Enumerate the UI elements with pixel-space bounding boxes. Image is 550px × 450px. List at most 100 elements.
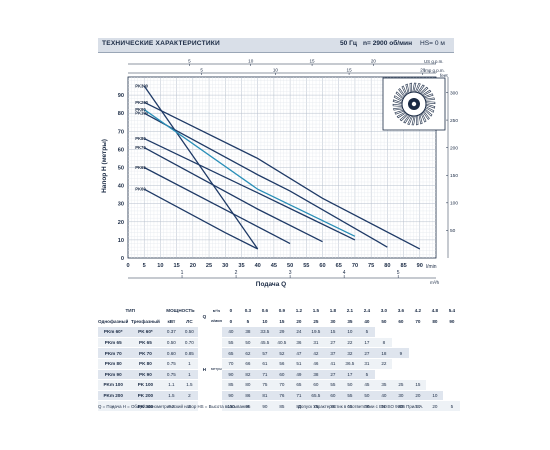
head-value: 15 — [324, 326, 342, 338]
y-tick-label: 70 — [118, 129, 124, 135]
model-three-phase: PK 80 — [128, 358, 163, 370]
series-line-pk65 — [143, 166, 291, 245]
head-value: 70 — [222, 358, 240, 370]
q-lmin-6: 30 — [324, 316, 342, 328]
y-tick-label: 90 — [118, 93, 124, 99]
head-value — [443, 347, 461, 359]
head-value — [443, 390, 461, 402]
model-single-phase: PKm 100 — [98, 379, 129, 391]
series-label-pk70: PK70 — [135, 145, 146, 150]
series-label-pk80: PK80 — [135, 136, 146, 141]
table-header-hp: ЛС — [180, 316, 199, 328]
head-value: 20 — [409, 390, 427, 402]
head-value: 50 — [358, 390, 376, 402]
head-value — [375, 326, 393, 338]
model-single-phase: PKm 90 — [98, 369, 129, 381]
model-single-phase: PKm 60* — [98, 326, 129, 338]
power-kw: 2.2 — [162, 400, 181, 412]
head-value: 50 — [239, 337, 257, 349]
head-value: 33.5 — [256, 326, 274, 338]
head-value — [426, 347, 444, 359]
power-hp: 0.50 — [180, 326, 199, 338]
head-value: 36.5 — [341, 358, 359, 370]
m3h-tick-label: 5 — [397, 270, 400, 276]
m3h-tick-label: 3 — [289, 270, 292, 276]
table-header-kw: кВт — [162, 316, 181, 328]
head-value: 81 — [256, 390, 274, 402]
head-value: 17 — [358, 337, 376, 349]
chart-usgpm-unit: US g.p.m. — [424, 59, 444, 64]
y-tick-label: 60 — [118, 147, 124, 153]
head-value: 10 — [426, 390, 444, 402]
usgpm-tick-label: 5 — [188, 59, 191, 64]
head-value — [392, 358, 410, 370]
series-label-pk300: PK300 — [135, 84, 148, 89]
x-tick-label: 0 — [126, 263, 129, 269]
head-value: 80 — [290, 400, 308, 412]
head-value: 40.5 — [273, 337, 291, 349]
table-header-type: ТИП — [98, 306, 163, 317]
head-value: 42 — [307, 347, 325, 359]
head-value: 45.5 — [256, 337, 274, 349]
head-value: 18 — [375, 347, 393, 359]
table-row: PKm 100 PK 100 1.1 1.5 85 80 75 70 65 60 55 50 45 35 2… — [98, 379, 461, 391]
table-q-symbol: Q — [198, 306, 211, 328]
impgpm-tick-label: 5 — [200, 68, 203, 73]
x-tick-label: 35 — [238, 263, 244, 269]
head-value: 30 — [392, 390, 410, 402]
head-value — [426, 326, 444, 338]
power-kw: 0.75 — [162, 369, 181, 381]
usgpm-tick-label: 15 — [310, 59, 316, 64]
head-value — [426, 379, 444, 391]
head-value: 70 — [273, 379, 291, 391]
impgpm-tick-label: 10 — [273, 68, 279, 73]
power-kw: 0.60 — [162, 347, 181, 359]
x-tick-label: 5 — [143, 263, 146, 269]
head-value: 45 — [358, 379, 376, 391]
chart-x-unit: l/min — [426, 264, 437, 270]
power-kw: 0.50 — [162, 337, 181, 349]
head-value — [392, 326, 410, 338]
x-tick-label: 75 — [368, 263, 374, 269]
series-line-pk70 — [143, 147, 323, 243]
head-value: 47 — [290, 347, 308, 359]
table-row: PKm 200 PK 200 1.5 2 90 86 81 76 71 65.5 60 55 50 40 3… — [98, 390, 461, 402]
series-line-pk80 — [143, 137, 356, 241]
model-three-phase: PK 60* — [128, 326, 163, 338]
y-tick-label: 40 — [118, 184, 124, 190]
chart-m3h-unit: m³/h — [430, 280, 440, 285]
table-q-unit-lmin: л/мин — [210, 316, 223, 328]
series-line-pk100 — [143, 112, 388, 248]
head-value — [409, 326, 427, 338]
table-row: PKm 80 PK 80 0.75 1 70 66 61 56 51 46 41 36.5 31 22 — [98, 358, 461, 370]
head-value — [443, 337, 461, 349]
x-tick-label: 60 — [319, 263, 325, 269]
q-lmin-10: 60 — [392, 316, 410, 328]
q-lmin-11: 70 — [409, 316, 427, 328]
chart-header-suction: HS= 0 м — [420, 40, 445, 47]
head-value: 85 — [222, 379, 240, 391]
head-value: 75 — [307, 400, 325, 412]
q-m3h-12: 4.8 — [426, 306, 444, 317]
series-label-pk60: PK60 — [135, 187, 146, 192]
q-m3h-1: 0.3 — [239, 306, 257, 317]
x-tick-label: 50 — [287, 263, 293, 269]
q-lmin-9: 50 — [375, 316, 393, 328]
power-hp: 1 — [180, 358, 199, 370]
q-lmin-8: 40 — [358, 316, 376, 328]
chart-feet-unit: feet — [440, 73, 448, 78]
head-value: 30 — [409, 400, 427, 412]
power-hp: 3 — [180, 400, 199, 412]
feet-tick-label: 50 — [450, 228, 456, 234]
q-m3h-2: 0.6 — [256, 306, 274, 317]
model-three-phase: PK 200 — [128, 390, 163, 402]
table-row: PKm 65 PK 65 0.50 0.70 55 50 45.5 40.5 36 31 27 22 1… — [98, 337, 461, 349]
x-tick-label: 45 — [271, 263, 277, 269]
impgpm-tick-label: 20 — [420, 68, 426, 73]
feet-tick-label: 150 — [450, 173, 458, 179]
series-label-pk90: PK90 — [135, 107, 146, 112]
impgpm-tick-label: 15 — [347, 68, 353, 73]
feet-tick-label: 300 — [450, 90, 458, 96]
q-m3h-8: 2.4 — [358, 306, 376, 317]
q-lmin-7: 35 — [341, 316, 359, 328]
